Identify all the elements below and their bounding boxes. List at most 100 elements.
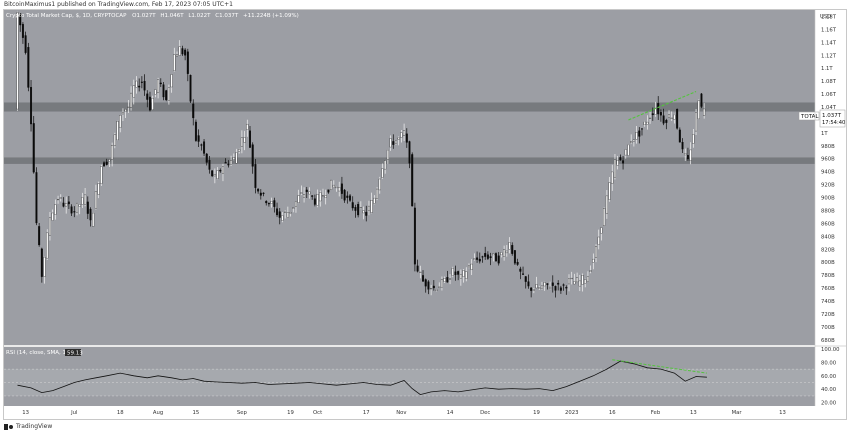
candle-body xyxy=(503,249,506,257)
candle xyxy=(384,159,387,174)
candle-body xyxy=(546,283,549,285)
candle xyxy=(608,176,611,202)
candle xyxy=(516,258,519,266)
x-tick-label: Nov xyxy=(396,410,406,416)
candle xyxy=(205,152,208,166)
candle-body xyxy=(605,195,608,214)
candle-body xyxy=(540,285,543,289)
candle xyxy=(359,201,362,210)
candle xyxy=(478,252,481,264)
candle xyxy=(51,209,54,221)
candle-body xyxy=(284,211,287,213)
candle-body xyxy=(43,256,46,277)
candle-body xyxy=(440,279,443,288)
candle-body xyxy=(519,268,522,272)
candle-body xyxy=(443,278,446,282)
candle xyxy=(646,115,649,130)
candle xyxy=(270,197,273,208)
candle xyxy=(30,80,33,132)
candle-body xyxy=(40,248,43,277)
candle-body xyxy=(373,197,376,204)
candle xyxy=(70,204,73,216)
y-tick-label: 800B xyxy=(821,260,835,266)
candle-body xyxy=(627,144,630,156)
candle-body xyxy=(197,135,200,142)
candle-body xyxy=(311,195,314,197)
candle-body xyxy=(327,189,330,193)
candle-body xyxy=(173,54,176,71)
candle-body xyxy=(227,163,230,166)
candle xyxy=(495,252,497,262)
candle-body xyxy=(676,109,679,129)
candle xyxy=(497,252,500,266)
x-tick-label: 15 xyxy=(193,410,200,416)
candle-body xyxy=(86,201,89,214)
candle-body xyxy=(478,258,481,262)
candle xyxy=(224,158,227,164)
candle xyxy=(343,189,346,203)
candle xyxy=(281,212,284,223)
candle xyxy=(519,266,522,280)
candle xyxy=(689,142,692,165)
candle xyxy=(503,245,506,261)
candle-body xyxy=(81,197,84,205)
candle-body xyxy=(346,195,349,198)
candle-body xyxy=(286,212,289,218)
candle xyxy=(492,253,495,262)
candle-body xyxy=(132,85,135,98)
time-axis[interactable]: 13 Jul 18 Aug 15 Sep 19 Oct 17 Nov 14 Dec 19 2023 16 Fe… xyxy=(22,410,786,416)
candle-body xyxy=(140,81,143,83)
candle xyxy=(316,189,319,208)
candle xyxy=(297,189,300,204)
footer-brand: TradingView xyxy=(16,423,53,430)
candle-body xyxy=(549,286,552,290)
candle-body xyxy=(470,263,473,270)
candle-body xyxy=(46,232,49,259)
x-tick-label: 16 xyxy=(609,410,616,416)
candle-body xyxy=(189,75,192,102)
candle-body xyxy=(159,82,162,85)
candle-body xyxy=(249,130,251,148)
candle xyxy=(154,89,157,98)
candle xyxy=(367,200,370,216)
candle xyxy=(616,155,619,170)
candle xyxy=(186,48,189,82)
rsi-axis[interactable]: 100.00 80.00 60.00 40.00 20.00 xyxy=(821,347,840,407)
candle xyxy=(32,115,35,174)
candle-body xyxy=(121,112,124,115)
candle-body xyxy=(76,202,78,213)
candle-body xyxy=(24,35,27,53)
candle xyxy=(340,176,343,199)
candle xyxy=(57,195,60,204)
candle-body xyxy=(30,87,33,125)
candle xyxy=(576,272,579,283)
candle-body xyxy=(524,276,527,282)
candle xyxy=(435,288,438,292)
candle-body xyxy=(570,277,573,280)
candle xyxy=(216,167,219,180)
candle-body xyxy=(405,133,408,143)
candle-body xyxy=(649,117,652,119)
x-tick-label: 17 xyxy=(363,410,370,416)
candle-body xyxy=(700,93,703,107)
candle xyxy=(294,201,297,213)
candle xyxy=(581,273,584,292)
candle-body xyxy=(278,211,281,218)
candle-body xyxy=(289,212,292,214)
candle xyxy=(84,187,87,207)
candle xyxy=(543,281,546,291)
candle-body xyxy=(689,149,692,161)
candle-body xyxy=(565,287,568,289)
candle-body xyxy=(94,191,97,209)
candle-body xyxy=(238,149,241,152)
candle xyxy=(678,127,681,143)
candle xyxy=(640,128,643,136)
candle-body xyxy=(400,132,403,138)
candle xyxy=(197,129,200,147)
price-trend-line xyxy=(628,90,697,121)
candle-body xyxy=(424,279,427,287)
candle xyxy=(535,276,538,289)
candle-body xyxy=(176,54,179,57)
